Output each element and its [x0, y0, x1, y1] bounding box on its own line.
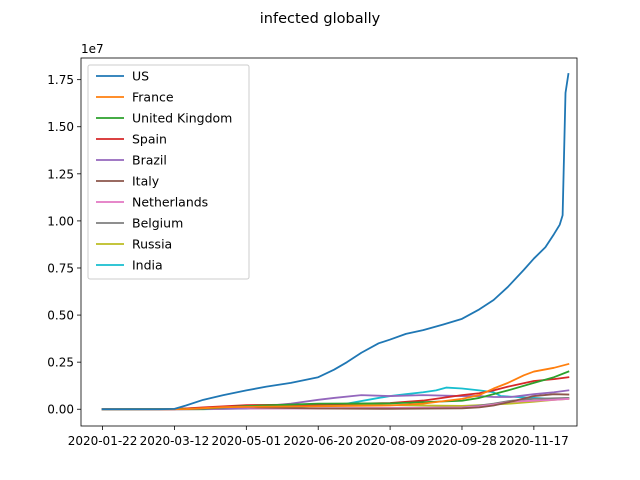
series-line-us: [101, 72, 570, 411]
legend-label: Italy: [132, 174, 160, 189]
x-tick-label: 2020-09-28: [427, 434, 497, 448]
y-tick-label: 0.25: [47, 356, 74, 370]
x-tick-label: 2020-01-22: [68, 434, 138, 448]
series-layer: [101, 72, 570, 411]
legend-entry: Belgium: [96, 216, 183, 231]
x-axis: 2020-01-22 2020-03-12 2020-05-01 2020-06-20…: [68, 426, 569, 448]
legend-label: United Kingdom: [132, 111, 232, 126]
x-tick-label: 2020-06-20: [283, 434, 353, 448]
legend-entry: Italy: [96, 174, 160, 189]
legend-box: [87, 64, 250, 280]
legend-label: Spain: [132, 132, 167, 147]
y-tick-label: 0.75: [47, 261, 74, 275]
y-axis: 0.00 0.25 0.50 0.75 1.00 1.25 1.50 1.75: [47, 73, 81, 417]
y-tick-label: 1.25: [47, 167, 74, 181]
legend: US France United Kingdom Spain Brazil Italy Ne…: [87, 64, 250, 280]
x-tick-label: 2020-03-12: [140, 434, 210, 448]
y-tick-label: 1.50: [47, 120, 74, 134]
plot-frame: [80, 57, 578, 427]
legend-label: Belgium: [132, 216, 183, 231]
legend-entry: Brazil: [96, 153, 167, 168]
legend-entry: Netherlands: [96, 195, 208, 210]
x-tick-label: 2020-11-17: [499, 434, 569, 448]
legend-entry: India: [96, 258, 163, 273]
legend-label: India: [132, 258, 163, 273]
x-tick-label: 2020-08-09: [355, 434, 425, 448]
legend-entry: Russia: [96, 237, 172, 252]
series-line-brazil: [101, 389, 570, 411]
y-tick-label: 1.00: [47, 214, 74, 228]
legend-label: France: [132, 90, 174, 105]
chart-title: infected globally: [260, 11, 381, 27]
series-line-france: [101, 362, 570, 411]
legend-entry: United Kingdom: [96, 111, 232, 126]
legend-entry: Spain: [96, 132, 167, 147]
y-tick-label: 0.50: [47, 309, 74, 323]
legend-label: US: [132, 69, 149, 84]
legend-entry: France: [96, 90, 174, 105]
legend-label: Brazil: [132, 153, 167, 168]
legend-entry: US: [96, 69, 149, 84]
legend-label: Russia: [132, 237, 172, 252]
y-tick-label: 0.00: [47, 403, 74, 417]
x-tick-label: 2020-05-01: [211, 434, 281, 448]
y-axis-offset-label: 1e7: [81, 42, 104, 56]
legend-label: Netherlands: [132, 195, 208, 210]
y-tick-label: 1.75: [47, 73, 74, 87]
